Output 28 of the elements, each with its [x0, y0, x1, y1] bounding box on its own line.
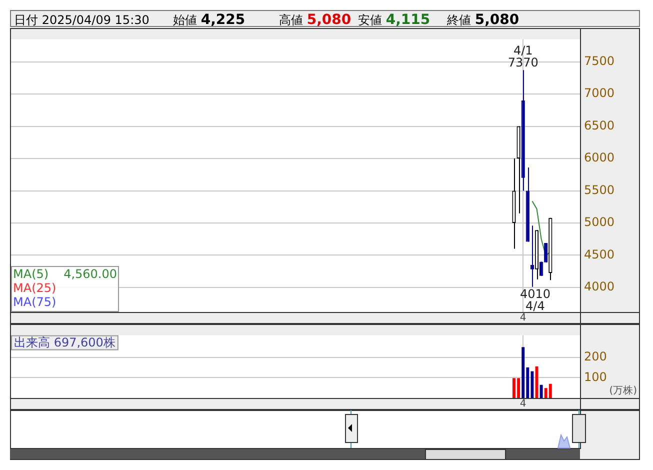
legend-label: MA(25): [13, 281, 56, 296]
text: 終値 5,080: [447, 12, 520, 29]
y-tick-label: 6500: [584, 118, 615, 132]
text: 安値 4,115: [358, 12, 430, 29]
y-tick-label: 100: [584, 370, 607, 384]
x-tick-label: 4: [520, 312, 526, 324]
y-tick-label: 6000: [584, 150, 615, 165]
annotation: 4,560.00: [64, 267, 117, 282]
y-axis-title: (万株): [609, 384, 638, 397]
text: MA(5): [13, 267, 49, 282]
text: 日付 2025/04/09 15:30: [14, 12, 150, 29]
bar: [540, 384, 543, 398]
text: 高値 5,080: [279, 12, 352, 29]
y-tick-label: 4000: [584, 280, 615, 294]
y-tick-label: 4500: [584, 247, 615, 262]
x-tick-label: 4: [520, 398, 526, 410]
y-tick-label: 5000: [584, 215, 615, 230]
annotation: 出来高 697,600株: [14, 335, 116, 350]
y-tick-label: 200: [584, 350, 607, 364]
text: 始値 4,225: [173, 12, 246, 29]
annotation: 4/1 7370: [508, 43, 538, 70]
bar: [522, 347, 525, 398]
y-tick-label: 7000: [584, 86, 615, 100]
legend-label: MA(75): [13, 295, 56, 310]
bar: [548, 384, 552, 398]
annotation: 4010 4/4: [520, 286, 550, 313]
y-tick-label: 7500: [584, 54, 615, 68]
y-tick-label: 5500: [584, 182, 615, 197]
